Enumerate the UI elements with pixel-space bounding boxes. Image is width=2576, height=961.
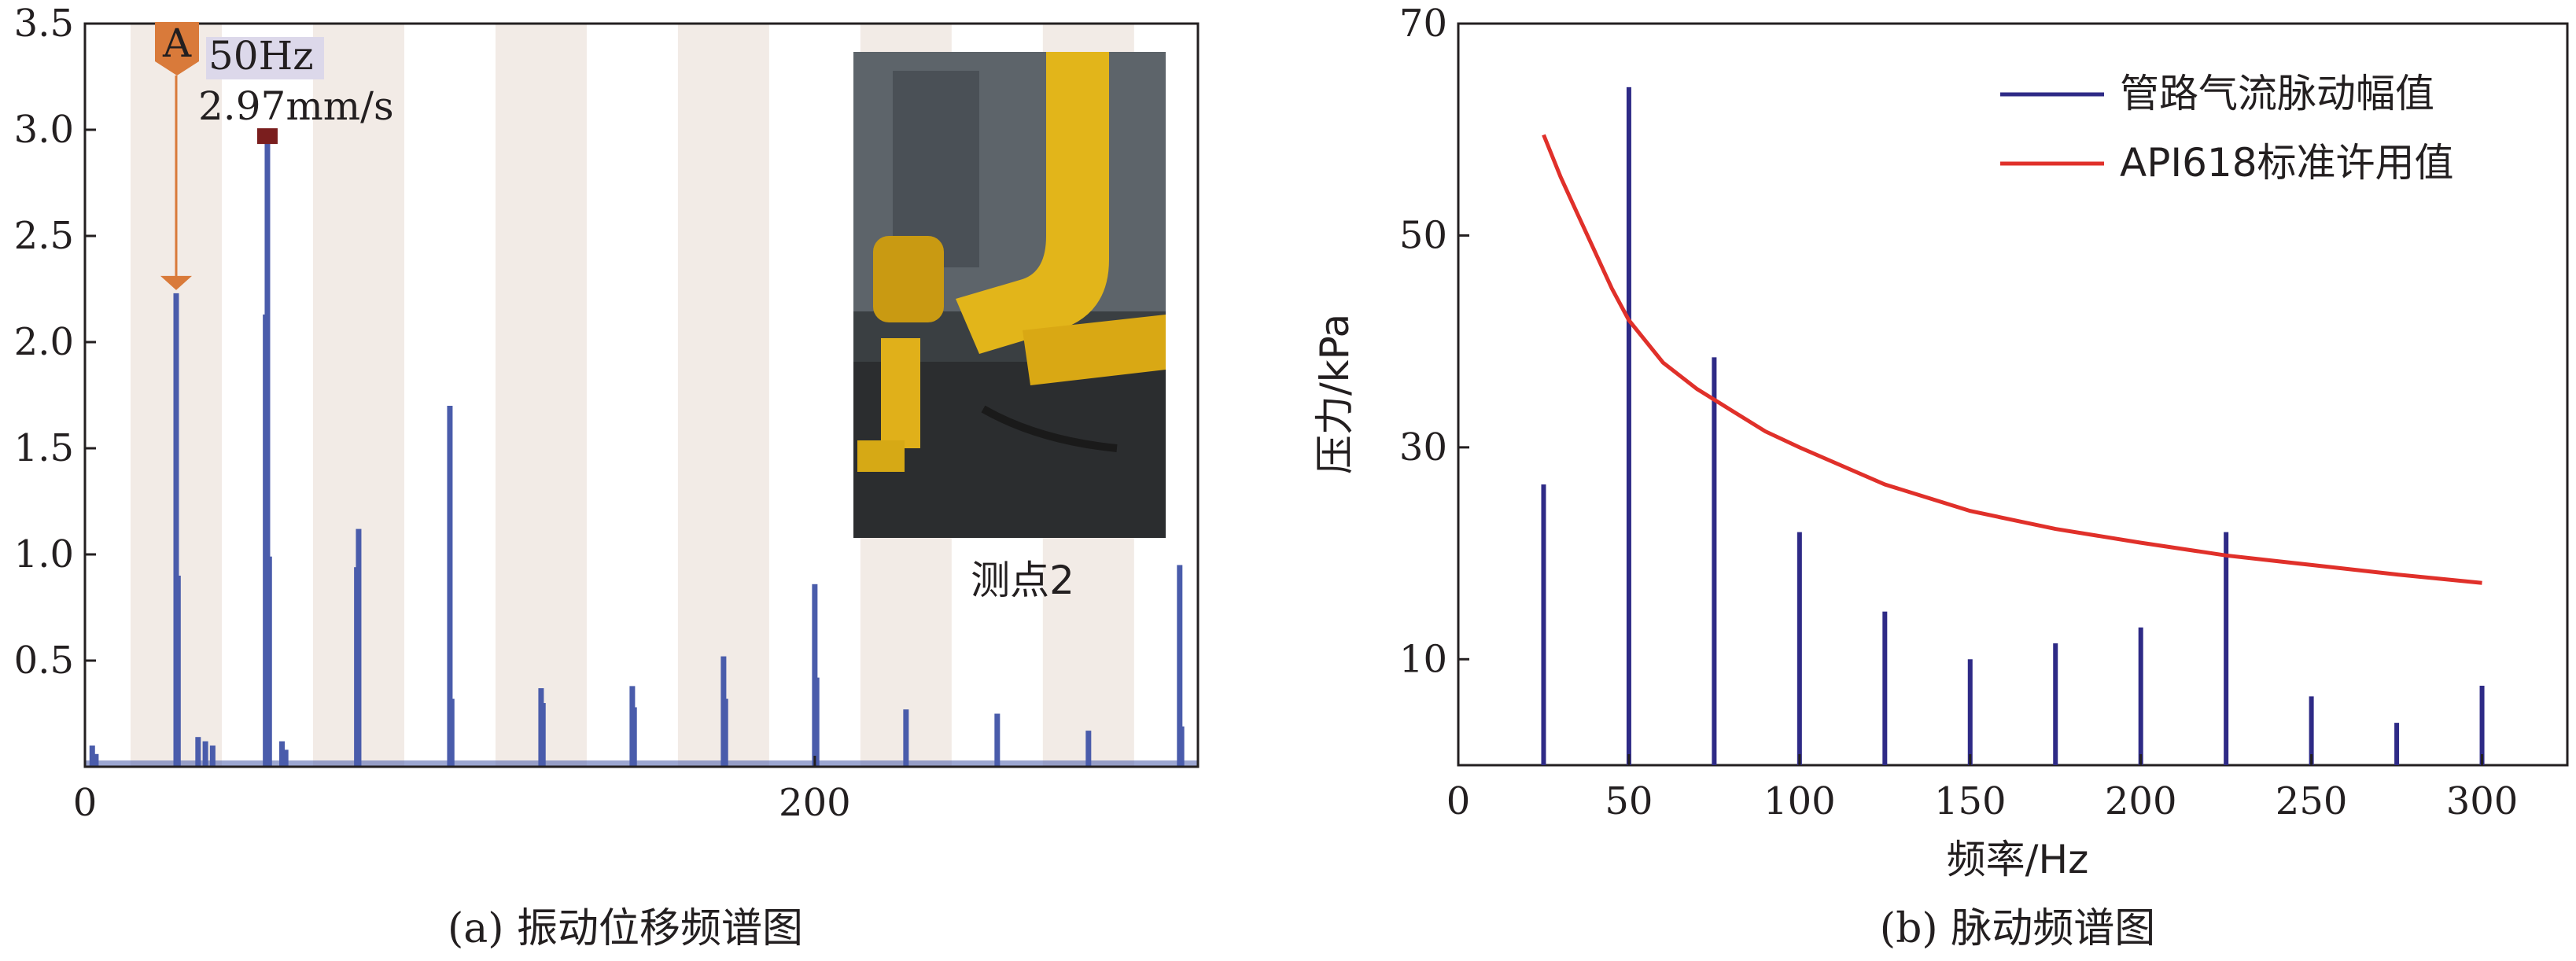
- b-plot-frame: [1457, 22, 2569, 767]
- peak-marker: [256, 128, 278, 145]
- b-bar: [2479, 685, 2485, 765]
- a-band: [495, 24, 587, 767]
- a-y-tick-label: 3.5: [14, 2, 74, 46]
- a-bar: [209, 746, 216, 767]
- photo-base: [857, 440, 905, 472]
- a-bar: [631, 707, 637, 767]
- b-x-tick-label: 100: [1763, 779, 1836, 823]
- a-bar: [1085, 731, 1092, 767]
- a-bar: [1177, 565, 1183, 767]
- a-bar: [448, 698, 455, 767]
- b-x-axis-title: 频率/Hz: [1947, 837, 2089, 882]
- b-bar: [1967, 659, 1973, 765]
- b-bar: [2053, 643, 2058, 765]
- a-y-tick-label: 1.0: [14, 532, 74, 576]
- b-x-tick-label: 250: [2276, 779, 2348, 823]
- photo-hose: [981, 405, 1118, 452]
- a-bar: [202, 741, 208, 767]
- photo-pipe-lower: [881, 338, 920, 448]
- a-bars: [85, 136, 1198, 768]
- a-noise-floor: [85, 760, 1198, 767]
- peak-annotation: 50Hz 2.97mm/s: [198, 33, 394, 145]
- a-x-tick-label: 200: [779, 781, 851, 825]
- b-x-tick-label: 150: [1934, 779, 2007, 823]
- marker-a-flag: [155, 22, 199, 75]
- a-y-ticks: 0.5 1.0 1.5 2.0 2.5 3.0 3.5: [14, 2, 96, 683]
- b-x-tick-label: 0: [1446, 779, 1471, 823]
- a-bar: [994, 713, 1001, 767]
- a-x-ticks: 0 200: [73, 756, 851, 825]
- photo-flange: [873, 236, 944, 322]
- legend: 管路气流脉动幅值 API618标准许用值: [2000, 71, 2454, 186]
- a-bar: [447, 406, 453, 767]
- b-y-tick-label: 30: [1399, 425, 1447, 469]
- b-bar: [1797, 532, 1802, 765]
- a-y-tick-label: 0.5: [14, 639, 74, 683]
- b-bars: [1541, 87, 2485, 766]
- annotation-highlight: [206, 37, 324, 79]
- b-y-ticks: 10 30 50 70: [1399, 2, 1469, 681]
- b-y-axis-title: 压力/kPa: [1312, 314, 1358, 474]
- a-y-tick-label: 3.0: [14, 108, 74, 152]
- a-bar: [93, 753, 99, 767]
- a-bar: [89, 746, 95, 767]
- a-y-tick-label: 2.5: [14, 214, 74, 258]
- photo-pipe-horizontal: [1023, 315, 1166, 385]
- a-bar: [813, 677, 820, 767]
- a-bar: [266, 556, 272, 767]
- b-bar: [2394, 723, 2400, 765]
- b-y-tick-label: 50: [1399, 213, 1447, 257]
- b-x-tick-label: 50: [1605, 779, 1653, 823]
- photo-label: 测点2: [971, 558, 1074, 603]
- b-bar: [1541, 484, 1546, 765]
- b-bar: [1626, 87, 1631, 766]
- a-bar: [263, 314, 269, 767]
- b-y-tick-label: 70: [1399, 2, 1447, 46]
- b-allowable-line: [1542, 134, 2482, 585]
- a-plot-frame: [83, 22, 1200, 768]
- panel-a-vibration-spectrum: 0.5 1.0 1.5 2.0 2.5 3.0 3.5 0 200 A 50Hz 2.97mm…: [14, 2, 1200, 952]
- a-y-tick-label: 2.0: [14, 320, 74, 364]
- panel-b-pulsation-spectrum: 10 30 50 70 0 50 100 150 200 250 300 管路气流脉动幅值 API…: [1312, 2, 2569, 952]
- caption-a: (a) 振动位移频谱图: [448, 905, 803, 952]
- b-bar: [1712, 357, 1717, 766]
- a-bar: [282, 749, 289, 767]
- marker-a-label: A: [162, 20, 192, 66]
- b-x-tick-label: 300: [2446, 779, 2519, 823]
- a-y-tick-label: 1.5: [14, 426, 74, 470]
- marker-a: A: [155, 20, 199, 290]
- marker-a-arrowhead: [160, 275, 192, 290]
- a-bar: [279, 741, 286, 767]
- caption-b: (b) 脉动频谱图: [1880, 905, 2155, 952]
- annotation-amp: 2.97mm/s: [198, 83, 394, 129]
- a-bar: [173, 293, 179, 767]
- a-bar: [175, 576, 181, 767]
- a-bar: [354, 567, 360, 767]
- b-x-tick-label: 200: [2105, 779, 2177, 823]
- a-x-tick-label: 0: [73, 781, 98, 825]
- b-bar: [1882, 611, 1888, 765]
- legend-label-allowable: API618标准许用值: [2120, 140, 2454, 186]
- inset-photo: [853, 52, 1166, 538]
- photo-pipe-vertical: [956, 52, 1109, 354]
- a-bar: [812, 584, 818, 767]
- a-bar: [903, 709, 909, 767]
- a-bar: [540, 703, 546, 767]
- a-bar: [722, 698, 728, 767]
- b-bar: [2138, 627, 2143, 765]
- a-band: [677, 24, 769, 767]
- b-bar: [2224, 532, 2229, 765]
- annotation-freq: 50Hz: [208, 33, 314, 79]
- b-y-tick-label: 10: [1399, 637, 1447, 681]
- b-bar: [2309, 696, 2314, 765]
- a-bar: [195, 737, 201, 767]
- photo-door: [893, 71, 979, 267]
- b-x-ticks: 0 50 100 150 200 250 300: [1446, 754, 2519, 823]
- legend-label-amplitude: 管路气流脉动幅值: [2120, 71, 2434, 116]
- a-bar: [1178, 726, 1185, 767]
